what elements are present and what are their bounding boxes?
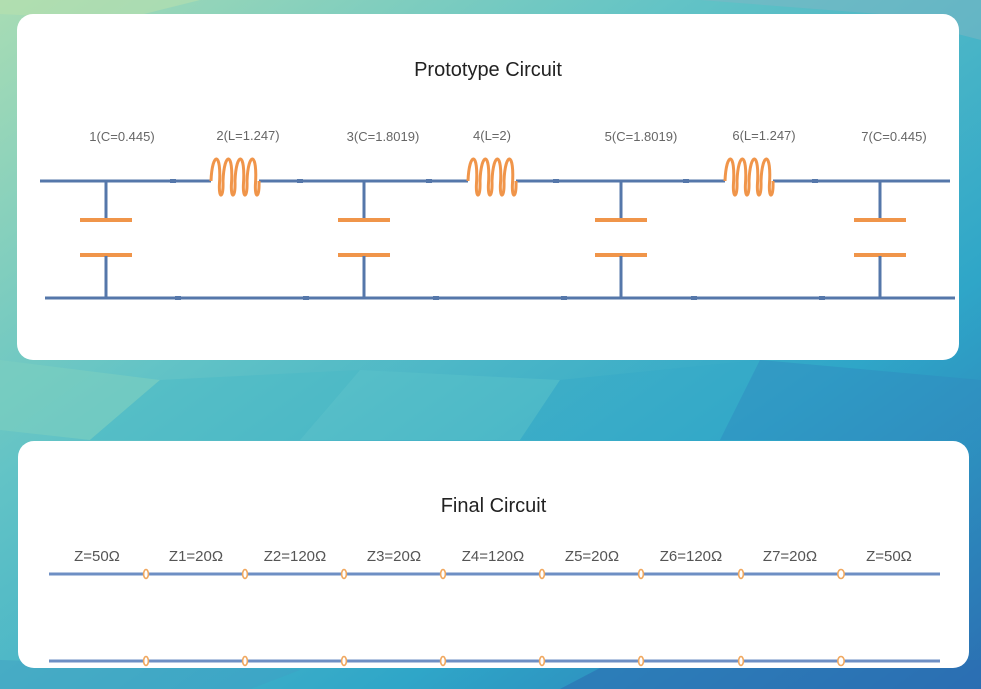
inductor-coil: [723, 157, 775, 197]
final-circuit-title: Final Circuit: [440, 495, 547, 517]
capacitor-1: [80, 181, 132, 298]
line-joint: [836, 655, 845, 667]
rail-joint: [433, 296, 439, 300]
segment-label-6: Z6=120Ω: [660, 548, 723, 565]
line-joint: [439, 655, 447, 667]
element-label-7: 7(C=0.445): [861, 129, 926, 144]
element-label-1: 1(C=0.445): [89, 129, 154, 144]
element-label-3: 3(C=1.8019): [347, 129, 420, 144]
line-joint: [538, 655, 546, 667]
segment-label-0: Z=50Ω: [74, 548, 120, 565]
rail-joint: [303, 296, 309, 300]
line-joint: [340, 655, 348, 667]
segment-label-4: Z4=120Ω: [462, 548, 525, 565]
segment-label-7: Z7=20Ω: [763, 548, 817, 565]
rail-joint: [553, 179, 559, 183]
line-joint: [637, 655, 645, 667]
rail-joint: [819, 296, 825, 300]
line-joint: [241, 655, 249, 667]
segment-label-5: Z5=20Ω: [565, 548, 619, 565]
element-label-6: 6(L=1.247): [732, 128, 795, 143]
capacitor-7: [854, 181, 906, 298]
capacitor-5: [595, 181, 647, 298]
final-circuit-diagram: Z=50Ω Z1=20Ω Z2=120Ω Z3=20Ω Z4=120Ω Z5=20Ω Z6=…: [49, 548, 940, 667]
line-joint: [340, 568, 348, 580]
rail-joint: [561, 296, 567, 300]
rail-joint: [691, 296, 697, 300]
prototype-circuit-title: Prototype Circuit: [414, 59, 562, 81]
element-label-5: 5(C=1.8019): [605, 129, 678, 144]
line-joint: [737, 568, 745, 580]
rail-joint: [812, 179, 818, 183]
capacitor-3: [338, 181, 390, 298]
segment-label-1: Z1=20Ω: [169, 548, 223, 565]
inductor-4: [466, 157, 518, 197]
rail-joint: [170, 179, 176, 183]
line-joint: [142, 568, 150, 580]
rail-joint: [297, 179, 303, 183]
line-joint: [241, 568, 249, 580]
rail-joint: [175, 296, 181, 300]
inductor-6: [723, 157, 775, 197]
final-circuit-panel: Final Circuit: [18, 441, 969, 668]
element-label-2: 2(L=1.247): [216, 128, 279, 143]
element-label-4: 4(L=2): [473, 128, 511, 143]
prototype-circuit-diagram: 1(C=0.445) 2(L=1.247) 3(C=1.8019) 4(L=2) 5(C…: [40, 128, 955, 300]
line-joint: [637, 568, 645, 580]
line-joint: [439, 568, 447, 580]
inductor-2: [209, 157, 261, 197]
segment-label-2: Z2=120Ω: [264, 548, 327, 565]
inductor-coil: [209, 157, 261, 197]
segment-label-3: Z3=20Ω: [367, 548, 421, 565]
line-joint: [142, 655, 150, 667]
segment-label-8: Z=50Ω: [866, 548, 912, 565]
line-joint: [737, 655, 745, 667]
line-joint: [538, 568, 546, 580]
line-joint: [836, 568, 845, 580]
inductor-coil: [466, 157, 518, 197]
rail-joint: [426, 179, 432, 183]
rail-joint: [683, 179, 689, 183]
